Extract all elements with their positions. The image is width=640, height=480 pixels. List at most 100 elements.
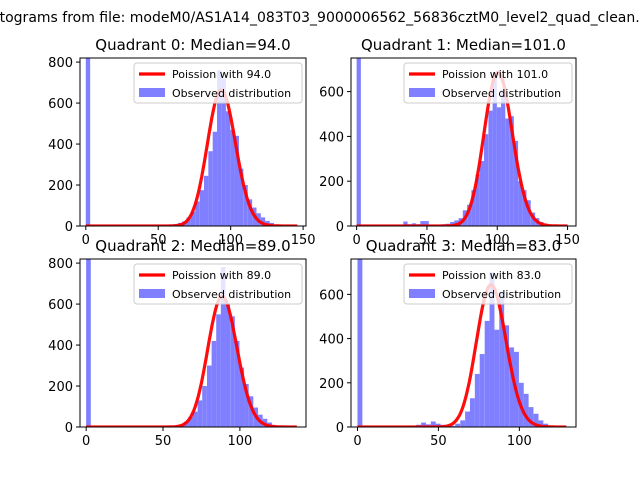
histogram-bar (243, 185, 248, 226)
histogram-bar (204, 175, 209, 226)
histogram-bar (513, 140, 519, 226)
y-tick-label: 200 (319, 377, 344, 392)
histogram-bar (199, 190, 205, 226)
histogram-bar (244, 383, 249, 427)
histogram-bar (469, 398, 475, 427)
histogram-bar (494, 329, 500, 427)
histogram-bar (475, 174, 480, 226)
y-tick-label: 400 (48, 138, 73, 153)
legend-observed-swatch (409, 289, 435, 298)
histogram-bar (202, 386, 207, 427)
quadrant-2-axes-frame (79, 258, 307, 428)
legend-observed-swatch (139, 88, 165, 97)
poisson-curve (86, 294, 297, 427)
histogram-bar (239, 367, 245, 427)
histogram-bar (450, 221, 455, 226)
histogram-bar (471, 190, 476, 226)
histogram-bar (528, 407, 534, 427)
histogram-bar (496, 107, 502, 226)
legend-box (133, 62, 303, 104)
histogram-bar (509, 347, 515, 427)
histogram-bar (533, 413, 539, 427)
legend-observed-label: Observed distribution (172, 87, 291, 100)
y-tick-label: 600 (319, 86, 344, 101)
y-tick-label: 0 (65, 421, 73, 436)
histogram-bar (225, 111, 231, 226)
legend-observed-label: Observed distribution (442, 288, 561, 301)
histogram-bar (217, 70, 222, 226)
y-tick-label: 0 (336, 220, 344, 235)
histogram-bar (195, 201, 200, 226)
histogram-bar (260, 217, 266, 226)
histogram-bar (523, 393, 529, 427)
histogram-bar (505, 118, 510, 226)
histogram-bar (197, 400, 203, 427)
legend-box (133, 263, 303, 305)
y-tick-label: 800 (48, 257, 73, 272)
histogram-bar (488, 110, 493, 226)
y-tick-label: 600 (319, 288, 344, 303)
histogram-bar (489, 272, 495, 427)
histogram-bar (230, 316, 235, 427)
histogram-bar (526, 200, 531, 226)
histogram-bar (230, 129, 235, 226)
quadrant-3-plot-area (357, 259, 567, 427)
histogram-bar (455, 423, 461, 427)
quadrant-1-panel: 0 50 100 150 0 200 400 600 Quadrant 1: Median=10… (319, 36, 580, 248)
histogram-bar (220, 267, 226, 427)
histogram-bar (522, 190, 527, 226)
x-tick-label: 0 (352, 233, 360, 248)
quadrant-0-title: Quadrant 0: Median=94.0 (95, 36, 290, 54)
x-tick-label: 100 (227, 434, 252, 449)
quadrant-2-title: Quadrant 2: Median=89.0 (95, 237, 290, 255)
quadrant-2-panel: 0 50 100 0 200 400 600 800 Quadrant 2: Median=89… (48, 237, 307, 449)
legend-poisson-label: Poission with 101.0 (442, 68, 548, 81)
histogram-bar (85, 58, 91, 226)
histogram-bar (356, 58, 361, 226)
quadrant-0-legend: Poission with 94.0 Observed distribution (133, 62, 303, 104)
histogram-bar (492, 78, 497, 226)
histogram-bar (86, 259, 91, 427)
x-tick-label: 150 (291, 233, 316, 248)
poisson-curve (356, 70, 568, 226)
x-tick-label: 50 (430, 434, 447, 449)
quadrant-3-legend: Poission with 83.0 Observed distribution (403, 263, 573, 305)
x-tick-label: 100 (507, 434, 532, 449)
histogram-bar (509, 116, 514, 226)
histogram-bar (499, 292, 505, 427)
x-tick-label: 150 (555, 233, 580, 248)
histogram-bar (216, 314, 221, 427)
histogram-bar (474, 373, 480, 427)
histogram-bar (221, 78, 226, 226)
figure-suptitle: Histograms from file: modeM0/AS1A14_083T… (0, 10, 640, 26)
histogram-bar (424, 221, 429, 226)
y-tick-label: 400 (319, 130, 344, 145)
histogram-bar (234, 135, 239, 226)
y-tick-label: 600 (48, 298, 73, 313)
histogram-bar (238, 168, 244, 226)
quadrant-3-panel: 0 50 100 0 200 400 600 Quadrant 3: Median=83.0 P… (319, 237, 577, 449)
x-tick-label: 50 (150, 233, 167, 248)
histogram-bar (234, 340, 240, 427)
histogram-bar (450, 425, 456, 427)
histogram-bar (484, 320, 490, 427)
histogram-bar (501, 89, 506, 226)
legend-poisson-label: Poission with 83.0 (442, 269, 541, 282)
y-tick-label: 0 (65, 220, 73, 235)
poisson-curve (357, 283, 567, 427)
histogram-bar (186, 217, 191, 226)
histogram-bar (421, 422, 426, 427)
histogram-bar (403, 221, 408, 226)
y-tick-label: 400 (48, 339, 73, 354)
legend-box (403, 263, 573, 305)
quadrant-1-plot-area (356, 58, 568, 226)
histogram-bar (211, 340, 217, 427)
legend-poisson-label: Poission with 94.0 (172, 68, 271, 81)
histogram-bar (430, 421, 436, 427)
histogram-bar (206, 365, 212, 427)
x-tick-label: 50 (419, 233, 436, 248)
legend-poisson-label: Poission with 89.0 (172, 269, 271, 282)
y-tick-label: 200 (48, 179, 73, 194)
quadrant-0-axes-frame (79, 57, 307, 227)
histogram-bar (420, 221, 425, 226)
